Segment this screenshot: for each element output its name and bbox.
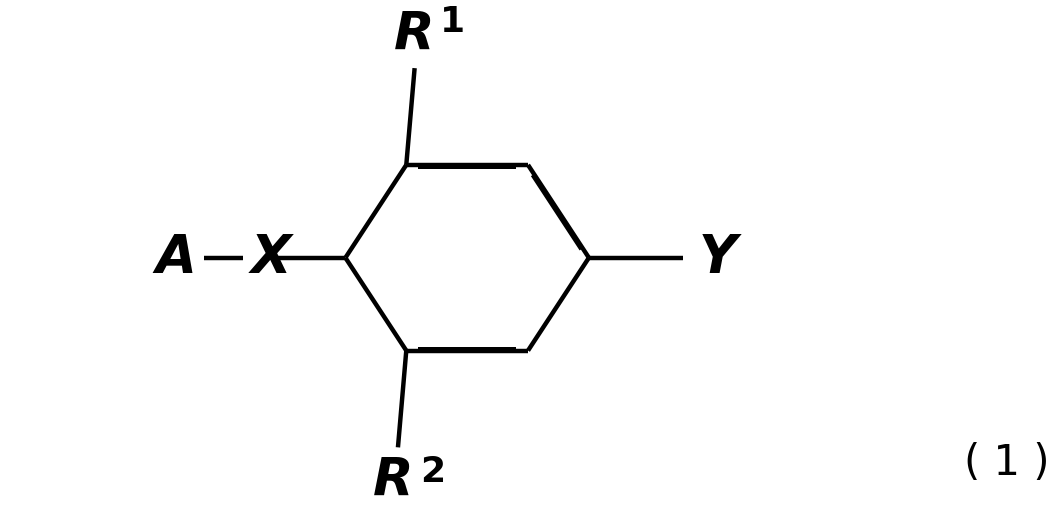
Text: X: X bbox=[251, 232, 291, 284]
Text: A: A bbox=[155, 232, 197, 284]
Text: R: R bbox=[394, 9, 435, 61]
Text: ( 1 ): ( 1 ) bbox=[964, 442, 1050, 485]
Text: 2: 2 bbox=[420, 455, 445, 489]
Text: Y: Y bbox=[698, 232, 737, 284]
Text: R: R bbox=[373, 455, 414, 507]
Text: 1: 1 bbox=[440, 5, 465, 39]
